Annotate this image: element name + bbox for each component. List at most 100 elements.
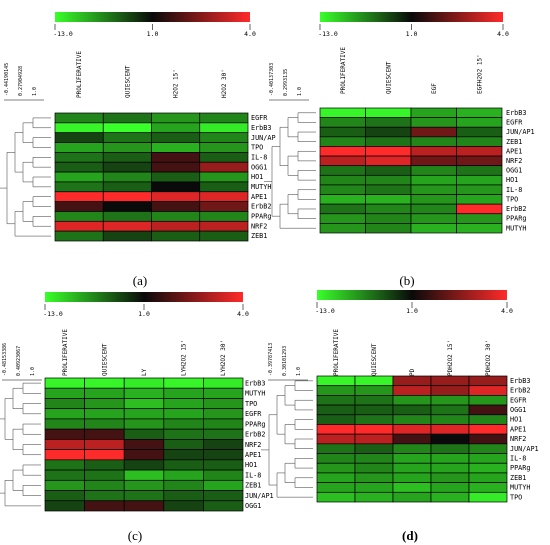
heatmap-cell (365, 126, 412, 138)
heatmap-cell (199, 181, 249, 193)
heatmap-cell (316, 395, 356, 406)
heatmap-cell (468, 414, 508, 425)
heatmap-cell (44, 479, 85, 491)
row-label: APE1 (510, 425, 526, 433)
heatmap-cell (430, 433, 470, 445)
heatmap-cell (203, 377, 244, 389)
heatmap-cell (430, 443, 470, 454)
heatmap-cell (163, 398, 204, 410)
heatmap-cell (410, 107, 457, 118)
heatmap-cell (84, 469, 125, 481)
heatmap-cell (54, 220, 104, 232)
heatmap-cell (410, 174, 457, 186)
heatmap-cell (199, 142, 249, 153)
heatmap-cell (354, 433, 394, 445)
row-label: MUTYH (251, 183, 271, 191)
heatmap-panel-1: -13.0 1.0 4.0 -0.44190145 0.27904928 1.0 PROLI… (0, 12, 276, 288)
dendrogram-scale-label: -0.44190145 (4, 63, 10, 96)
heatmap-cell (456, 117, 503, 128)
column-label: LYH2O2 15' (181, 340, 188, 376)
heatmap-cell (151, 171, 201, 183)
heatmap-cell (44, 398, 85, 410)
heatmap-cell (163, 459, 204, 471)
row-label: OGG1 (510, 406, 526, 414)
heatmap-cell (365, 146, 412, 157)
heatmap-cell (102, 132, 152, 143)
heatmap-cell (102, 161, 152, 173)
heatmap-cell (199, 152, 249, 163)
heatmap-cell (123, 459, 165, 471)
heatmap-cell (456, 107, 503, 118)
heatmap-cell (102, 112, 152, 124)
color-scale-label: 1.0 (138, 310, 150, 318)
column-label: PD (409, 368, 416, 376)
row-label: IL-8 (251, 153, 267, 161)
color-scale-label: -13.0 (318, 30, 338, 38)
dendrogram-scale-label: 0.27904928 (18, 66, 24, 96)
heatmap-cell (365, 165, 412, 176)
heatmap-cell (203, 418, 244, 430)
heatmap-cell (456, 184, 503, 195)
heatmap-cell (54, 211, 104, 222)
heatmap-cell (456, 203, 503, 215)
heatmap-cell (354, 472, 394, 483)
heatmap-cell (410, 126, 457, 138)
column-label: PROLIFERATIVE (76, 51, 83, 98)
heatmap-cell (365, 203, 412, 215)
color-scale-label: 1.0 (147, 30, 159, 38)
heatmap-cell (123, 428, 165, 440)
heatmap-cell (102, 122, 152, 134)
heatmap-cell (44, 490, 85, 502)
dendrogram-scale-label: 1.0 (296, 367, 302, 376)
heatmap-cell (430, 482, 470, 493)
heatmap-cell (410, 117, 457, 128)
heatmap-cell (163, 500, 204, 512)
heatmap-cell (468, 433, 508, 445)
heatmap-cell (163, 449, 204, 461)
heatmap-cell (316, 375, 356, 387)
heatmap-cell (84, 408, 125, 420)
heatmap-cell (410, 184, 457, 195)
heatmap-cell (468, 462, 508, 474)
heatmap-cell (319, 117, 366, 128)
row-label: APE1 (506, 147, 522, 155)
column-label: QUIESCENT (101, 343, 108, 376)
row-label: NRF2 (510, 435, 526, 443)
heatmap-cell (319, 126, 366, 138)
heatmap-cell (151, 220, 201, 232)
heatmap-cell (84, 449, 125, 461)
heatmap-cell (410, 165, 457, 176)
row-label: NRF2 (506, 157, 522, 165)
heatmap-cell (430, 404, 470, 416)
heatmap-cell (456, 165, 503, 176)
row-label: ErbB3 (245, 379, 265, 387)
heatmap-cell (102, 230, 152, 242)
row-label: PPARg (510, 464, 530, 472)
heatmap-cell (392, 385, 432, 396)
heatmap-cell (84, 398, 125, 410)
heatmap-cell (468, 375, 508, 387)
heatmap-cell (468, 395, 508, 406)
heatmap-cell (354, 375, 394, 387)
column-label: PROLIFERATIVE (340, 47, 347, 94)
column-label: EGFH2O2 15' (476, 54, 483, 94)
heatmap-cell (123, 418, 165, 430)
row-label: ZEB1 (251, 232, 267, 240)
heatmap-cell (319, 194, 366, 205)
heatmap-cell (84, 387, 125, 399)
heatmap-cell (430, 424, 470, 435)
row-label: JUN/AP1 (506, 128, 535, 136)
panel-label: (b) (399, 273, 414, 288)
heatmap-cell (354, 385, 394, 396)
row-label: JUN/AP (251, 134, 276, 142)
column-label: QUIESCENT (385, 61, 392, 94)
row-label: HO1 (245, 461, 257, 469)
heatmap-cell (365, 174, 412, 186)
heatmap-cell (84, 377, 125, 389)
row-label: EGFR (506, 119, 523, 127)
heatmap-cell (84, 490, 125, 502)
column-label: QUIESCENT (124, 65, 131, 98)
heatmap-cell (54, 230, 104, 242)
heatmap-cell (163, 418, 204, 430)
